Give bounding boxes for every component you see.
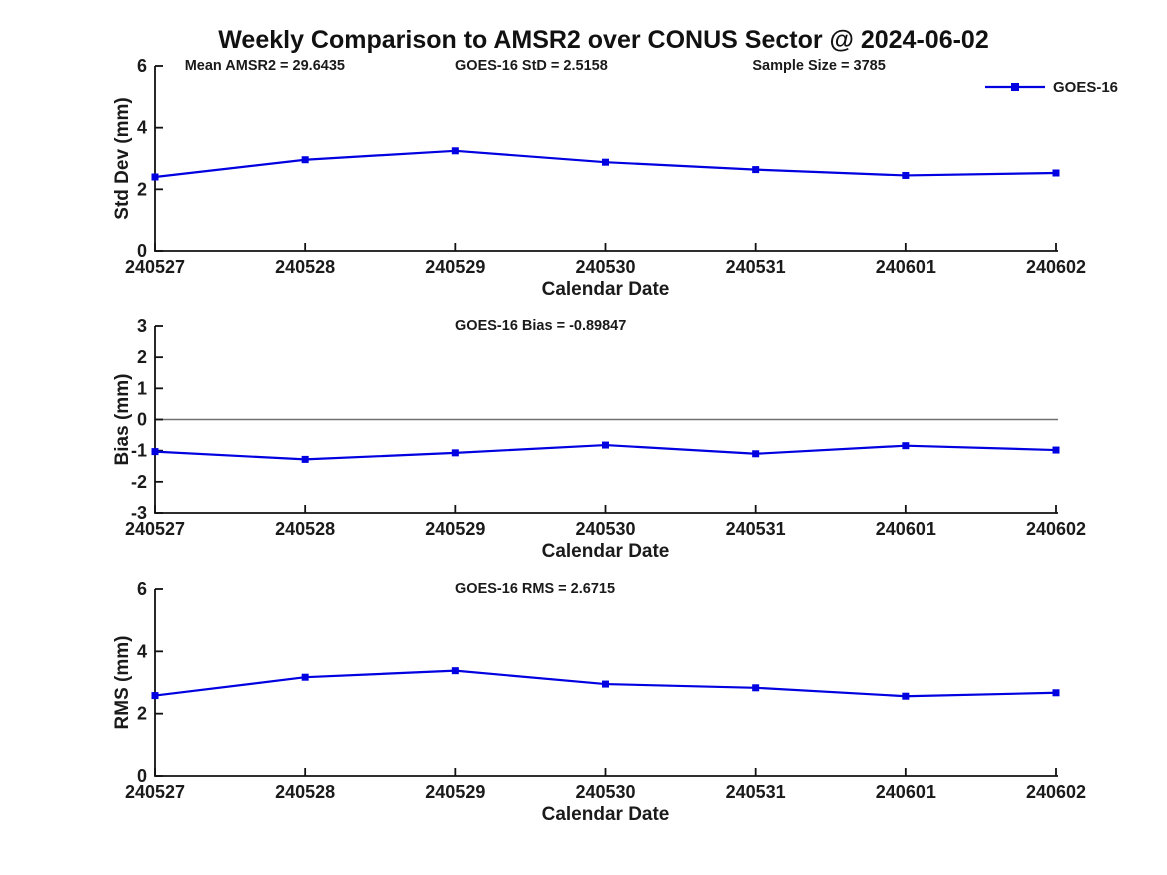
y-tick-label: 2 [137, 179, 147, 199]
y-tick-label: 2 [137, 347, 147, 367]
x-tick-label: 240529 [425, 519, 485, 539]
x-axis-label: Calendar Date [542, 541, 670, 562]
x-tick-label: 240527 [125, 519, 185, 539]
series-marker [301, 455, 309, 463]
x-tick-label: 240529 [425, 782, 485, 802]
y-tick-label: -1 [131, 441, 147, 461]
series-marker [602, 680, 609, 688]
y-tick-label: 6 [137, 579, 147, 599]
x-tick-label: 240530 [575, 257, 635, 277]
x-tick-label: 240528 [275, 257, 335, 277]
x-tick-label: 240602 [1026, 782, 1086, 802]
legend-marker [1011, 83, 1019, 91]
annotation: Mean AMSR2 = 29.6435 [185, 58, 345, 74]
y-tick-label: 0 [137, 410, 147, 430]
annotation: Sample Size = 3785 [752, 58, 885, 74]
series-marker [602, 158, 609, 166]
y-tick-label: 3 [137, 316, 147, 336]
series-marker [151, 448, 159, 456]
y-axis-label: RMS (mm) [112, 636, 133, 730]
y-tick-label: -2 [131, 472, 147, 492]
series-marker [301, 673, 309, 681]
legend-label: GOES-16 [1053, 79, 1118, 96]
x-tick-label: 240531 [726, 519, 786, 539]
x-tick-label: 240601 [876, 782, 936, 802]
chart-rms-mm: 0 2 4 6 240527 240528 240529 240530 240531 240601… [112, 579, 1086, 825]
x-tick-label: 240530 [575, 519, 635, 539]
series-marker [301, 156, 309, 164]
annotation: GOES-16 StD = 2.5158 [455, 58, 608, 74]
y-tick-label: 0 [137, 241, 147, 261]
series-marker [151, 692, 159, 700]
series-marker [902, 692, 910, 700]
x-tick-label: 240531 [726, 782, 786, 802]
chart-std-dev-mm: 0 2 4 6 240527 240528 240529 240530 240531 240601… [112, 56, 1118, 300]
y-tick-label: 6 [137, 56, 147, 76]
series-marker [451, 667, 459, 675]
series-marker [151, 173, 159, 181]
series-marker [902, 171, 910, 179]
y-tick-label: 2 [137, 704, 147, 724]
x-tick-label: 240529 [425, 257, 485, 277]
x-axis-label: Calendar Date [542, 804, 670, 825]
series-marker [1052, 689, 1060, 697]
series-marker [902, 442, 910, 450]
x-tick-label: 240530 [575, 782, 635, 802]
x-tick-label: 240527 [125, 782, 185, 802]
series-marker [1052, 169, 1060, 177]
x-tick-label: 240527 [125, 257, 185, 277]
y-tick-label: 0 [137, 766, 147, 786]
y-tick-label: 4 [137, 118, 147, 138]
x-tick-label: 240601 [876, 257, 936, 277]
x-axis-label: Calendar Date [542, 279, 670, 300]
series-marker [752, 166, 760, 174]
series-marker [752, 450, 760, 458]
x-tick-label: 240531 [726, 257, 786, 277]
figure-title: Weekly Comparison to AMSR2 over CONUS Se… [218, 26, 989, 54]
y-tick-label: 4 [137, 641, 147, 661]
series-marker [451, 147, 459, 155]
x-tick-label: 240601 [876, 519, 936, 539]
y-tick-label: 1 [137, 378, 147, 398]
x-tick-label: 240528 [275, 519, 335, 539]
series-marker [1052, 446, 1060, 454]
x-tick-label: 240602 [1026, 519, 1086, 539]
series-marker [451, 449, 459, 457]
x-tick-label: 240602 [1026, 257, 1086, 277]
annotation: GOES-16 RMS = 2.6715 [455, 581, 615, 597]
series-marker [602, 441, 609, 449]
x-tick-label: 240528 [275, 782, 335, 802]
annotation: GOES-16 Bias = -0.89847 [455, 318, 626, 334]
y-axis-label: Std Dev (mm) [112, 97, 133, 219]
y-tick-label: -3 [131, 503, 147, 523]
series-marker [752, 684, 760, 692]
y-axis-label: Bias (mm) [112, 374, 133, 466]
